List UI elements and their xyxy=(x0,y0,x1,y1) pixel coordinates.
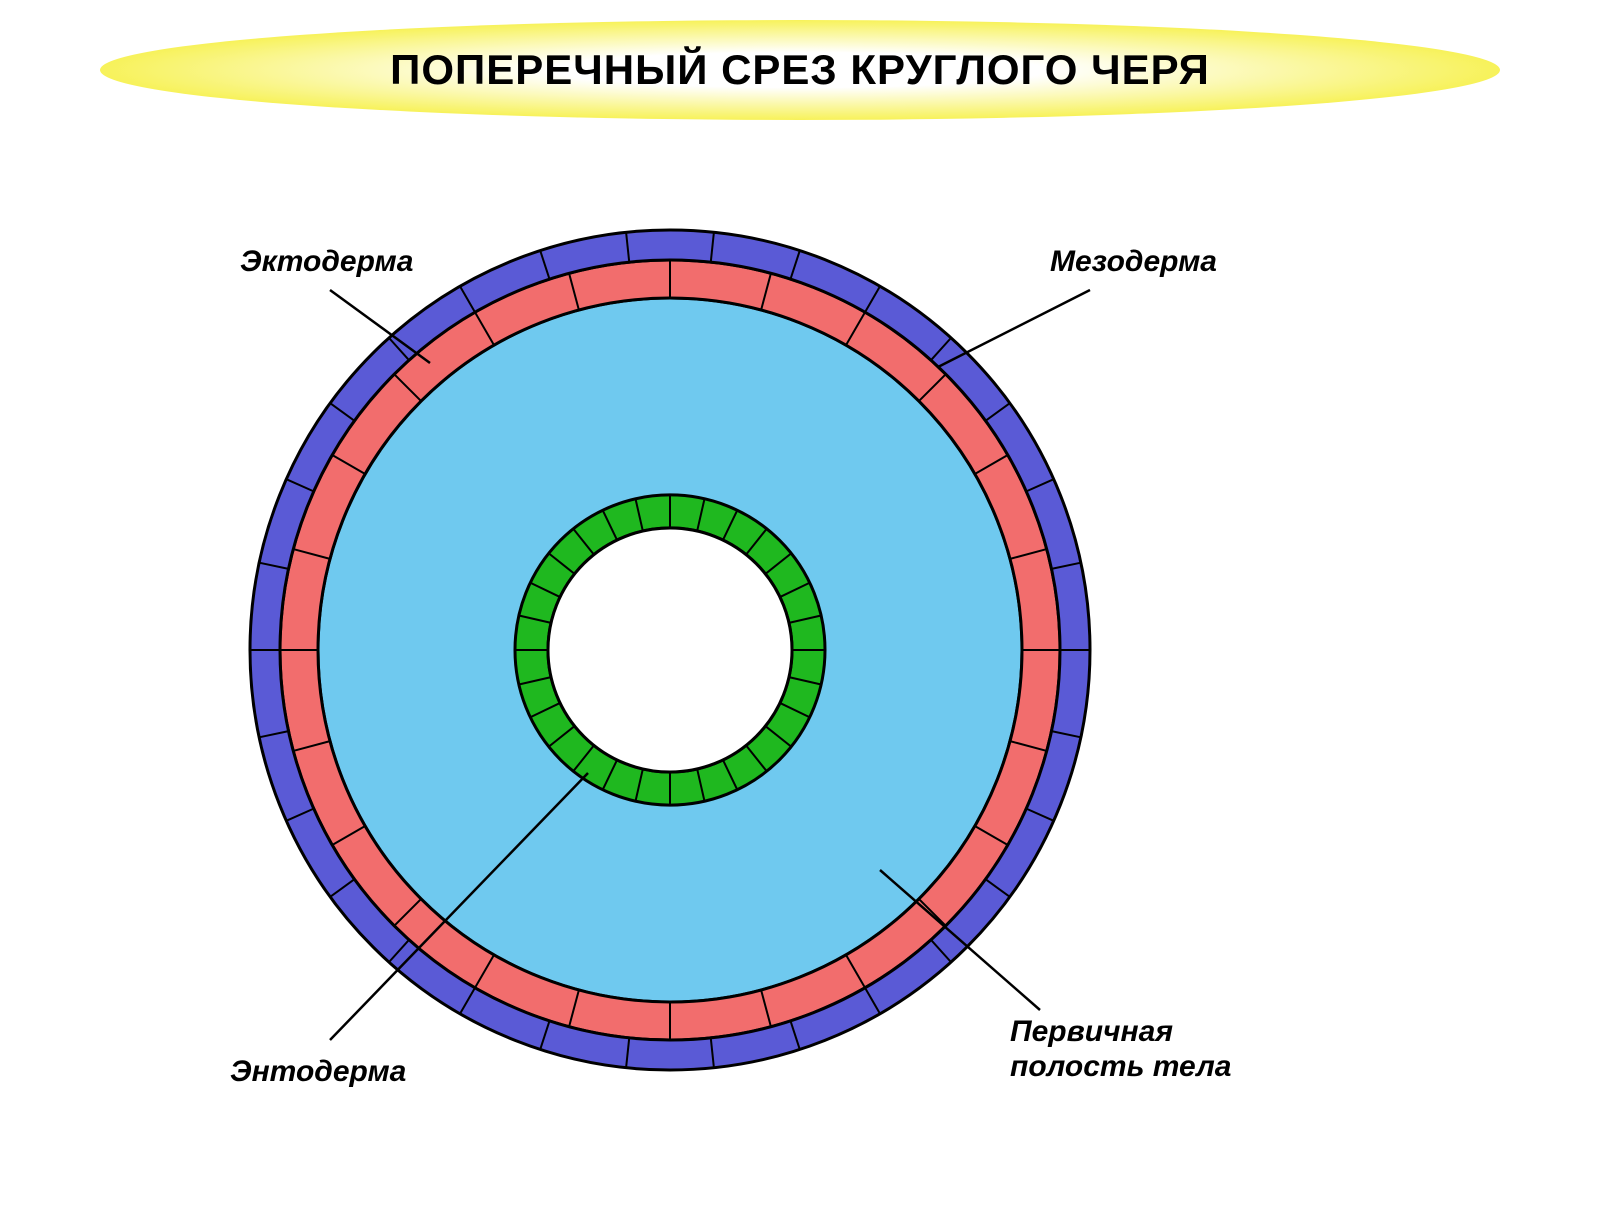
ectoderm-label: Эктодерма xyxy=(240,245,413,280)
cavity-label: Первичная полость тела xyxy=(1010,1015,1231,1084)
lumen xyxy=(548,528,792,772)
endoderm-label: Энтодерма xyxy=(230,1055,406,1090)
mesoderm-label-leader xyxy=(938,290,1090,367)
mesoderm-label: Мезодерма xyxy=(1050,245,1217,280)
cross-section-diagram xyxy=(0,0,1600,1200)
diagram-container: Эктодерма Мезодерма Энтодерма Первичная пол… xyxy=(0,0,1600,1200)
